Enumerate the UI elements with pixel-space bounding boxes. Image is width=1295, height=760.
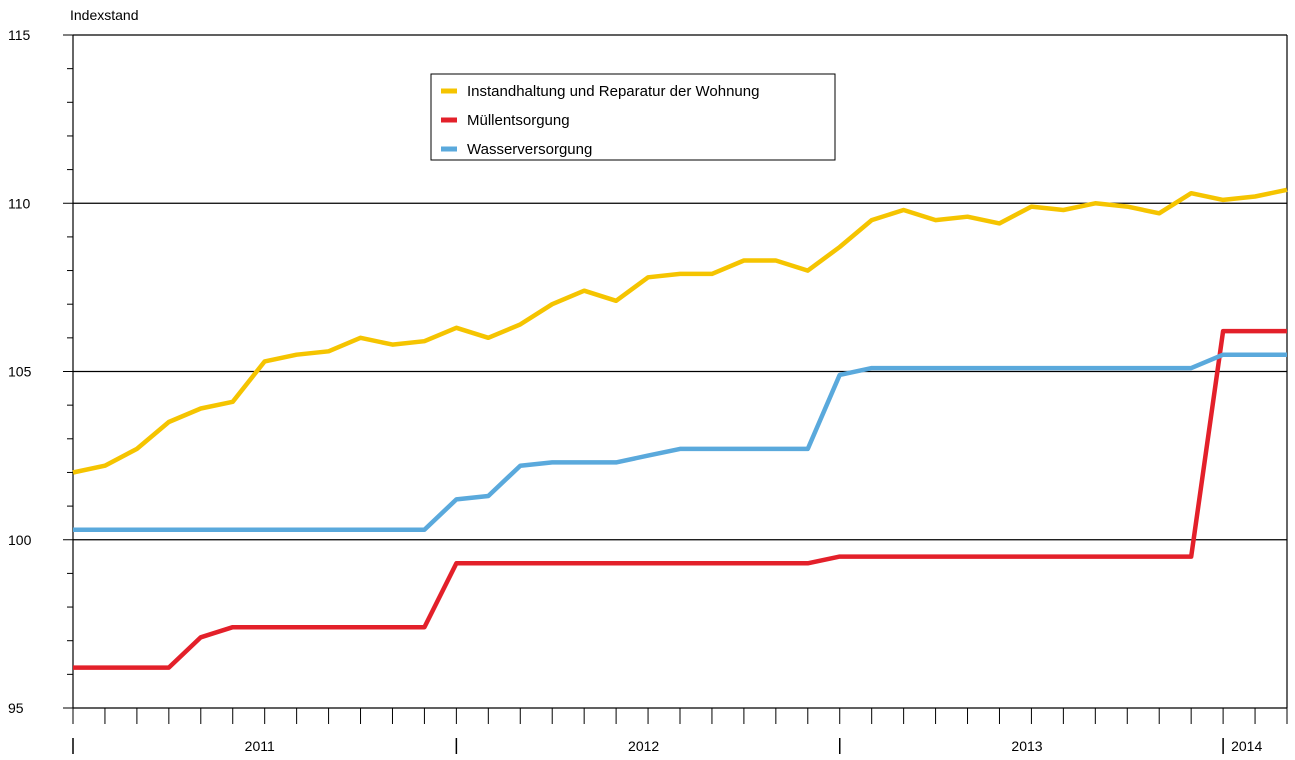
- y-tick-label: 110: [8, 195, 31, 211]
- y-axis-title: Indexstand: [70, 7, 139, 23]
- legend: Instandhaltung und Reparatur der Wohnung…: [430, 73, 836, 161]
- legend-label: Müllentsorgung: [467, 112, 570, 129]
- x-axis: 2011 2012 2013 2014: [72, 707, 1288, 754]
- series-lines: [72, 187, 1288, 670]
- x-year-label: 2014: [1231, 738, 1262, 754]
- y-axis: 95 100 105 110 115: [8, 27, 74, 716]
- y-tick-label: 100: [8, 532, 32, 548]
- x-year-label: 2013: [1011, 738, 1042, 754]
- legend-label: Instandhaltung und Reparatur der Wohnung: [467, 83, 759, 100]
- x-year-label: 2011: [245, 738, 275, 754]
- x-year-label: 2012: [628, 738, 659, 754]
- y-tick-label: 105: [8, 364, 32, 380]
- y-tick-label: 115: [8, 27, 31, 43]
- y-tick-label: 95: [8, 700, 24, 716]
- legend-label: Wasserversorgung: [467, 141, 592, 158]
- gridlines: [73, 34, 1288, 708]
- legend-box: [430, 73, 836, 161]
